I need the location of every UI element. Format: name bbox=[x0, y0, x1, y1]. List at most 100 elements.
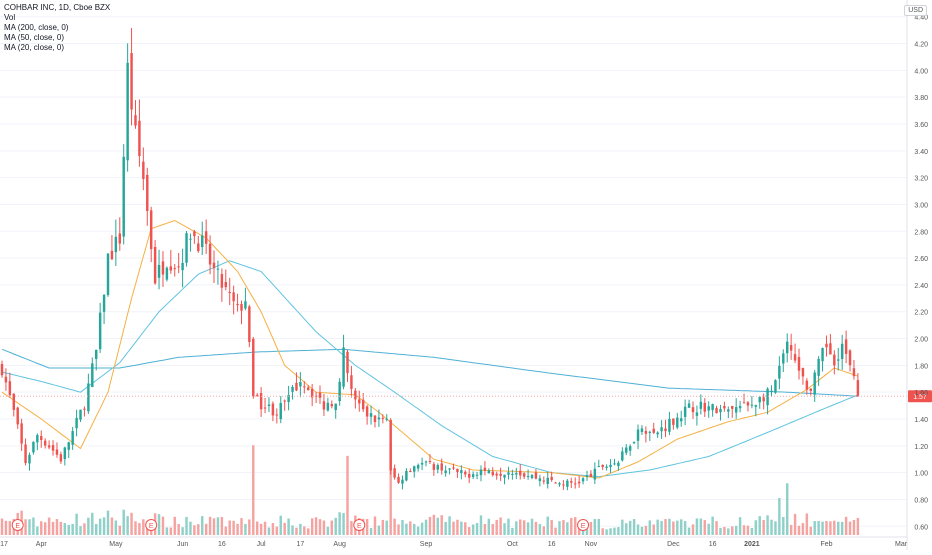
candle-body bbox=[126, 62, 129, 161]
candle-body bbox=[149, 210, 153, 250]
volume-bar bbox=[314, 517, 318, 535]
candle-body bbox=[699, 401, 703, 409]
candle-body bbox=[252, 338, 255, 397]
volume-bar bbox=[652, 524, 655, 535]
volume-bar bbox=[672, 521, 675, 535]
volume-bar bbox=[511, 527, 514, 535]
volume-bar bbox=[193, 525, 196, 535]
volume-bar bbox=[774, 521, 777, 535]
candle-body bbox=[409, 470, 412, 472]
grid-layer bbox=[0, 16, 907, 527]
candle-body bbox=[153, 246, 157, 284]
volume-bar bbox=[424, 519, 428, 535]
volume-bar bbox=[248, 519, 251, 535]
volume-bar bbox=[142, 519, 145, 535]
time-tick-label: 17 bbox=[0, 541, 8, 548]
volume-bar bbox=[224, 526, 228, 535]
candle-body bbox=[47, 445, 51, 448]
candle-body bbox=[165, 267, 169, 280]
candle-body bbox=[534, 472, 538, 479]
candle-body bbox=[499, 473, 502, 476]
candle-body bbox=[703, 402, 706, 412]
volume-bar bbox=[844, 516, 848, 535]
volume-bar bbox=[507, 518, 510, 535]
volume-bar bbox=[365, 518, 369, 535]
candle-body bbox=[750, 404, 754, 406]
candle-body bbox=[648, 431, 652, 433]
volume-bar bbox=[373, 516, 377, 535]
candle-body bbox=[825, 343, 828, 348]
time-tick-label: Sep bbox=[420, 541, 433, 548]
candle-body bbox=[118, 233, 122, 244]
volume-bar bbox=[727, 528, 730, 535]
candle-body bbox=[837, 359, 840, 361]
candle-body bbox=[797, 357, 801, 371]
volume-bar bbox=[519, 519, 522, 535]
candle-body bbox=[228, 291, 231, 293]
candle-body bbox=[291, 386, 294, 392]
candle-body bbox=[456, 468, 459, 473]
volume-bar bbox=[114, 520, 118, 535]
volume-bar bbox=[852, 519, 856, 535]
legend-volume[interactable]: Vol bbox=[4, 13, 16, 22]
candle-body bbox=[487, 470, 491, 474]
volume-bar bbox=[401, 520, 404, 535]
candle-body bbox=[287, 394, 290, 403]
volume-bar bbox=[24, 519, 27, 535]
candle-body bbox=[397, 476, 400, 483]
candle-body bbox=[530, 475, 534, 479]
candle-body bbox=[734, 407, 738, 413]
volume-bar bbox=[483, 523, 487, 535]
volume-bar bbox=[793, 513, 797, 535]
legend-ma50[interactable]: MA (50, close, 0) bbox=[4, 33, 65, 42]
candle-body bbox=[738, 406, 742, 409]
volume-bar bbox=[625, 523, 628, 535]
chart-title[interactable]: COHBAR INC, 1D, Cboe BZX bbox=[4, 3, 111, 12]
volume-bar bbox=[232, 520, 235, 535]
candle-body bbox=[683, 406, 687, 417]
price-tick-label: 3.60 bbox=[914, 122, 928, 129]
legend-ma20[interactable]: MA (20, close, 0) bbox=[4, 43, 65, 52]
volume-bar bbox=[79, 526, 82, 535]
volume-bar bbox=[534, 521, 538, 535]
candle-body bbox=[59, 454, 63, 462]
volume-bar bbox=[558, 521, 561, 535]
candle-body bbox=[354, 390, 357, 400]
volume-bar bbox=[428, 516, 432, 535]
volume-bar bbox=[837, 521, 840, 535]
candle-body bbox=[240, 304, 243, 311]
volume-bar bbox=[503, 523, 506, 535]
volume-bar bbox=[369, 528, 373, 535]
price-tick-label: 2.60 bbox=[914, 256, 928, 263]
ma50-line bbox=[1, 260, 859, 478]
candle-body bbox=[232, 292, 235, 302]
candle-body bbox=[381, 417, 385, 419]
candle-body bbox=[51, 445, 55, 451]
price-tick-label: 3.00 bbox=[914, 202, 928, 209]
volume-bar bbox=[326, 526, 330, 535]
currency-label[interactable]: USD bbox=[904, 5, 927, 16]
candle-body bbox=[452, 467, 455, 469]
candle-body bbox=[813, 372, 816, 395]
volume-bar bbox=[169, 527, 173, 535]
volume-bar bbox=[416, 526, 420, 535]
volume-bar bbox=[40, 521, 43, 535]
candle-body bbox=[585, 475, 589, 477]
earnings-marker-letter: E bbox=[581, 523, 586, 530]
volume-bar bbox=[130, 512, 133, 535]
candle-body bbox=[475, 474, 479, 476]
candle-body bbox=[460, 470, 463, 474]
candle-body bbox=[212, 262, 216, 269]
volume-bar bbox=[601, 528, 604, 535]
volume-bar bbox=[467, 527, 471, 535]
time-axis[interactable]: 17 Apr May Jun 16 Jul 17 Aug Sep Oct 16 Nov Dec 16 202… bbox=[0, 541, 908, 548]
volume-bar bbox=[805, 513, 809, 535]
volume-bar bbox=[840, 521, 844, 535]
volume-bar bbox=[676, 520, 679, 535]
candle-body bbox=[193, 231, 196, 237]
volume-bar bbox=[299, 523, 302, 535]
legend-ma200[interactable]: MA (200, close, 0) bbox=[4, 23, 69, 32]
